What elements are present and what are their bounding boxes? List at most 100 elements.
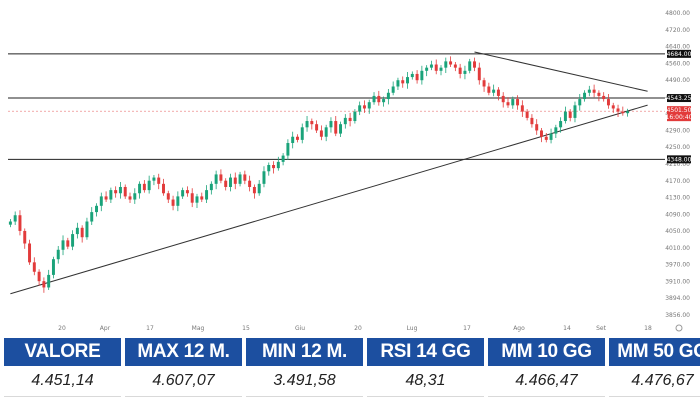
candle-body — [315, 124, 319, 131]
y-tick-label: 3894.00 — [665, 295, 690, 302]
candle-body — [343, 117, 347, 125]
y-tick-label: 4560.00 — [665, 60, 690, 67]
candle-body — [372, 95, 376, 103]
candle-body — [602, 95, 606, 100]
y-tick-label: 4490.00 — [665, 77, 690, 84]
candle-body — [262, 171, 266, 184]
y-tick-label: 4290.00 — [665, 127, 690, 134]
candle-body — [592, 89, 596, 93]
stat-value: 4.476,67 — [609, 366, 700, 397]
candle-body — [233, 177, 237, 184]
stat-rsi-14gg: RSI 14 GG 48,31 — [367, 338, 484, 398]
stat-header: MIN 12 M. — [246, 338, 363, 366]
candle-body — [353, 111, 357, 122]
stat-header: MM 50 GG — [609, 338, 700, 366]
candle-body — [487, 86, 491, 93]
x-tick-label: 14 — [563, 325, 571, 332]
candle-body — [190, 193, 194, 203]
candle-body — [104, 196, 108, 200]
candle-body — [205, 190, 209, 200]
candle-body — [420, 70, 424, 81]
stat-value: 48,31 — [367, 366, 484, 397]
candle-body — [396, 80, 400, 87]
candle-body — [276, 161, 280, 169]
candle-body — [525, 111, 529, 118]
candle-body — [339, 124, 343, 134]
stat-value: 4.451,14 — [4, 366, 121, 397]
candle-body — [501, 95, 505, 103]
candle-body — [71, 234, 75, 247]
candle-body — [549, 133, 553, 140]
candlestick-series — [8, 56, 630, 293]
price-chart: 4800.004720.004640.004560.004490.004430.… — [8, 10, 693, 332]
candle-body — [587, 89, 591, 93]
stat-mm-10gg: MM 10 GG 4.466,47 — [488, 338, 605, 398]
candle-body — [166, 193, 170, 200]
candle-body — [310, 121, 314, 125]
candle-body — [23, 230, 27, 244]
x-tick-label: 20 — [58, 325, 66, 332]
y-tick-label: 4210.00 — [665, 161, 690, 168]
candle-body — [162, 183, 165, 194]
candle-body — [473, 61, 476, 68]
y-tick-label: 4250.00 — [665, 144, 690, 151]
x-tick-label: 15 — [242, 325, 250, 332]
y-tick-label: 3970.00 — [665, 262, 690, 269]
candle-body — [128, 196, 132, 200]
candle-body — [482, 80, 486, 87]
candle-body — [95, 205, 98, 213]
candle-body — [66, 240, 70, 247]
level-tag — [667, 49, 691, 58]
candle-body — [114, 190, 118, 194]
candle-body — [8, 221, 12, 225]
candle-body — [362, 105, 366, 109]
candle-body — [520, 105, 524, 112]
candle-body — [37, 271, 41, 282]
candle-body — [367, 102, 371, 109]
candle-body — [185, 190, 189, 194]
candle-body — [535, 124, 539, 131]
candle-body — [171, 199, 175, 206]
y-tick-label: 4090.00 — [665, 211, 690, 218]
candle-body — [611, 105, 615, 109]
x-tick-label: 18 — [644, 325, 652, 332]
candle-body — [568, 111, 572, 118]
candle-body — [496, 89, 500, 96]
candle-body — [583, 92, 587, 100]
candle-body — [291, 136, 295, 144]
gear-icon[interactable] — [675, 324, 683, 332]
candle-body — [147, 180, 151, 191]
candle-body — [300, 127, 304, 140]
candle-body — [449, 61, 453, 65]
price-tag-time: 16:00:40 — [666, 114, 693, 121]
stat-mm-50gg: MM 50 GG 4.476,67 — [609, 338, 700, 398]
candle-body — [544, 136, 548, 140]
trendlines — [10, 51, 648, 295]
stat-header: MAX 12 M. — [125, 338, 242, 366]
candle-body — [176, 196, 180, 206]
price-tag-label: 4501.50 — [667, 107, 692, 114]
stat-header: VALORE — [4, 338, 121, 366]
x-tick-label: Apr — [100, 325, 111, 332]
stat-header: MM 10 GG — [488, 338, 605, 366]
candle-body — [238, 174, 242, 184]
y-tick-label: 3856.00 — [665, 312, 690, 319]
candle-body — [267, 165, 271, 172]
candle-body — [573, 105, 577, 118]
candle-body — [181, 190, 185, 197]
candle-body — [511, 99, 515, 106]
candle-body — [219, 174, 223, 181]
candle-body — [554, 127, 558, 134]
y-tick-label: 4130.00 — [665, 195, 690, 202]
y-tick-label: 4640.00 — [665, 44, 690, 51]
candle-body — [319, 130, 323, 137]
candle-body — [209, 183, 213, 191]
candle-body — [142, 183, 146, 191]
level-tag-label: 4543.25 — [667, 95, 692, 102]
y-tick-label: 4170.00 — [665, 178, 690, 185]
candle-body — [463, 70, 467, 74]
candle-body — [214, 174, 218, 184]
candle-body — [458, 67, 462, 74]
candle-body — [382, 99, 386, 103]
